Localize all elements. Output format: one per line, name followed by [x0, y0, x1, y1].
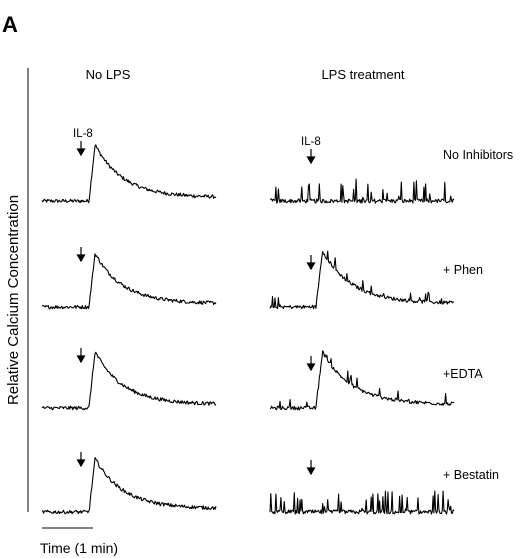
stimulus-arrow: [306, 149, 316, 165]
trace-lps-treatment-edta: [269, 350, 455, 411]
trace-no-lps-phen: [41, 253, 217, 310]
panel-letter: A: [2, 12, 18, 37]
stimulus-arrow: [76, 348, 86, 364]
stimulus-arrow: [306, 255, 316, 271]
stimulus-label: IL-8: [301, 136, 321, 148]
column-header-no-lps: No LPS: [86, 67, 131, 82]
stimulus-arrow: [76, 141, 86, 157]
y-axis-label: Relative Calcium Concentration: [5, 195, 22, 405]
condition-label-no-inhibitors: No Inhibitors: [443, 148, 513, 162]
traces-group: IL-8 IL-8: [41, 128, 455, 515]
trace-lps-treatment-phen: [269, 250, 455, 310]
condition-label-bestatin: + Bestatin: [443, 468, 499, 482]
trace-no-lps-no-inhibitors: [41, 144, 217, 204]
condition-label-phen: + Phen: [443, 263, 483, 277]
stimulus-arrow: [76, 247, 86, 263]
stimulus-arrow: [76, 452, 86, 468]
time-scale-label: Time (1 min): [40, 540, 118, 556]
stimulus-arrow: [306, 356, 316, 372]
trace-no-lps-edta: [41, 351, 217, 411]
trace-lps-treatment-no-inhibitors: [269, 178, 455, 204]
stimulus-label: IL-8: [73, 128, 93, 140]
trace-no-lps-bestatin: [41, 456, 217, 515]
stimulus-arrow: [306, 460, 316, 476]
condition-label-edta: +EDTA: [443, 367, 483, 381]
column-header-lps-treatment: LPS treatment: [321, 67, 404, 82]
trace-lps-treatment-bestatin: [269, 490, 455, 515]
